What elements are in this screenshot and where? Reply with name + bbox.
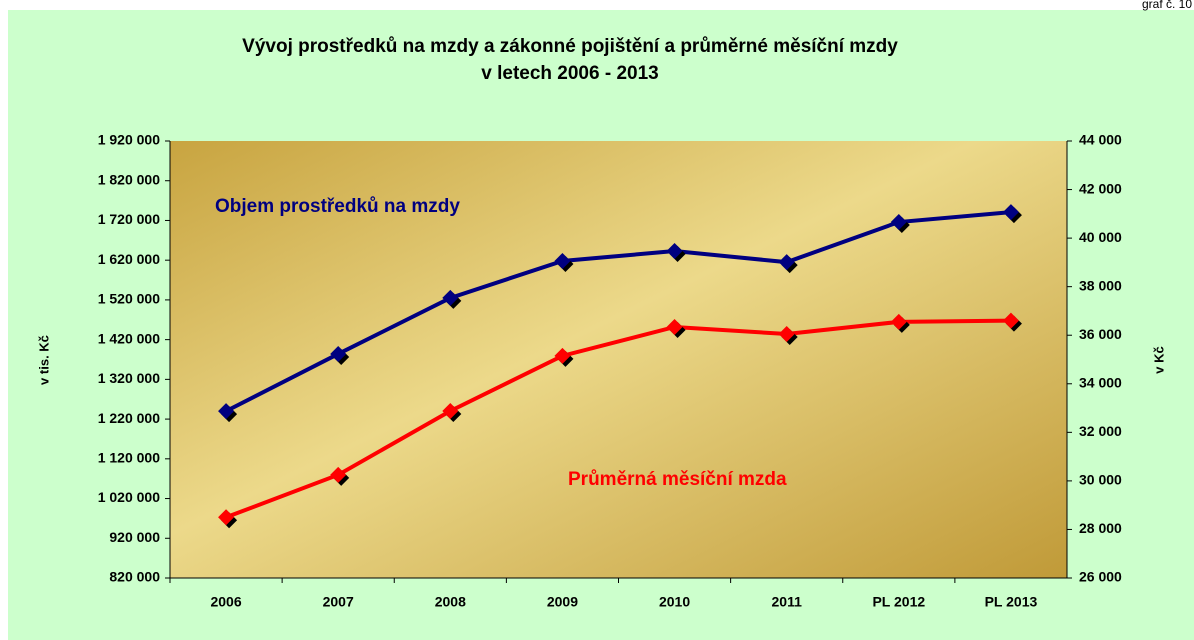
- y-axis-label: v tis. Kč: [36, 335, 51, 385]
- marker: [218, 403, 235, 420]
- y2-tick-label: 42 000: [1079, 180, 1122, 196]
- marker: [554, 347, 571, 364]
- corner-note: graf č. 10: [1142, 0, 1192, 11]
- x-tick-label: 2007: [323, 594, 354, 610]
- chart-subtitle: v letech 2006 - 2013: [481, 63, 658, 84]
- marker: [666, 318, 683, 335]
- y2-tick-label: 34 000: [1079, 374, 1122, 390]
- x-tick-label: 2009: [547, 594, 578, 610]
- marker: [778, 254, 795, 271]
- x-tick-label: 2010: [659, 594, 690, 610]
- y2-tick-label: 40 000: [1079, 229, 1122, 245]
- y-tick-label: 1 720 000: [98, 211, 160, 227]
- y-tick-label: 1 820 000: [98, 171, 160, 187]
- marker: [330, 345, 347, 362]
- y2-tick-label: 38 000: [1079, 277, 1122, 293]
- marker: [890, 214, 907, 231]
- plot-area: [170, 141, 1067, 578]
- marker: [1002, 204, 1019, 221]
- y-tick-label: 1 620 000: [98, 251, 160, 267]
- x-tick-label: 2006: [210, 594, 241, 610]
- y2-tick-label: 36 000: [1079, 326, 1122, 342]
- y2-axis-label: v Kč: [1151, 346, 1166, 373]
- y2-tick-label: 44 000: [1079, 132, 1122, 148]
- series-label: Objem prostředků na mzdy: [215, 196, 460, 217]
- marker: [554, 252, 571, 269]
- marker: [330, 466, 347, 483]
- x-tick-label: PL 2013: [985, 594, 1038, 610]
- y-tick-label: 920 000: [109, 529, 160, 545]
- y-tick-label: 1 520 000: [98, 291, 160, 307]
- marker: [666, 243, 683, 260]
- y-tick-label: 1 020 000: [98, 489, 160, 505]
- y2-tick-label: 30 000: [1079, 472, 1122, 488]
- marker: [1002, 312, 1019, 329]
- marker: [442, 402, 459, 419]
- marker: [218, 509, 235, 526]
- y2-tick-label: 26 000: [1079, 569, 1122, 585]
- y2-tick-label: 32 000: [1079, 423, 1122, 439]
- y-tick-label: 1 320 000: [98, 370, 160, 386]
- series-line: [225, 318, 1011, 520]
- marker: [890, 313, 907, 330]
- series-label: Průměrná měsíční mzda: [568, 469, 787, 490]
- marker: [778, 326, 795, 343]
- y-tick-label: 1 920 000: [98, 132, 160, 148]
- y-tick-label: 1 220 000: [98, 410, 160, 426]
- y-tick-label: 1 120 000: [98, 450, 160, 466]
- y-tick-label: 1 420 000: [98, 330, 160, 346]
- x-tick-label: PL 2012: [872, 594, 925, 610]
- chart-title: Vývoj prostředků na mzdy a zákonné pojiš…: [242, 36, 898, 57]
- x-tick-label: 2011: [772, 594, 803, 610]
- marker: [442, 289, 459, 306]
- x-tick-label: 2008: [435, 594, 466, 610]
- series-line: [225, 210, 1012, 413]
- y2-tick-label: 28 000: [1079, 520, 1122, 536]
- y-tick-label: 820 000: [109, 569, 160, 585]
